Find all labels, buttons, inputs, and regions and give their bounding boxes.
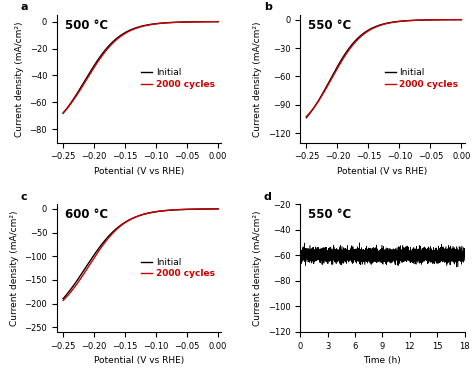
Y-axis label: Current density (mA/cm²): Current density (mA/cm²) bbox=[253, 210, 262, 326]
2000 cycles bbox=[88, 261, 93, 266]
Initial bbox=[164, 208, 170, 213]
X-axis label: Time (h): Time (h) bbox=[364, 356, 401, 365]
Initial bbox=[343, 50, 349, 54]
2000 cycles bbox=[177, 207, 182, 212]
2000 cycles bbox=[100, 243, 106, 247]
2000 cycles bbox=[164, 208, 170, 213]
2000 cycles bbox=[303, 115, 309, 119]
2000 cycles bbox=[60, 111, 66, 115]
Initial bbox=[100, 241, 106, 245]
Y-axis label: Current density (mA/cm²): Current density (mA/cm²) bbox=[10, 210, 19, 326]
Initial bbox=[60, 297, 66, 301]
Text: 500 °C: 500 °C bbox=[65, 19, 108, 32]
Line: 2000 cycles: 2000 cycles bbox=[306, 20, 461, 117]
Text: 550 °C: 550 °C bbox=[309, 19, 352, 32]
Initial bbox=[152, 22, 157, 26]
Legend: Initial, 2000 cycles: Initial, 2000 cycles bbox=[140, 67, 217, 91]
2000 cycles bbox=[164, 21, 170, 25]
Initial bbox=[458, 18, 464, 22]
Line: Initial: Initial bbox=[63, 209, 218, 299]
Initial bbox=[164, 21, 170, 25]
Initial bbox=[177, 207, 182, 212]
Y-axis label: Current density (mA/cm²): Current density (mA/cm²) bbox=[253, 21, 262, 137]
Line: Initial: Initial bbox=[63, 22, 218, 113]
2000 cycles bbox=[60, 298, 66, 303]
Initial bbox=[215, 19, 221, 24]
2000 cycles bbox=[215, 207, 221, 211]
Initial bbox=[60, 111, 66, 115]
Legend: Initial, 2000 cycles: Initial, 2000 cycles bbox=[140, 256, 217, 280]
2000 cycles bbox=[130, 27, 136, 32]
Initial bbox=[420, 18, 426, 22]
Text: c: c bbox=[21, 192, 27, 201]
2000 cycles bbox=[420, 18, 426, 22]
Text: d: d bbox=[264, 192, 272, 201]
Line: Initial: Initial bbox=[306, 20, 461, 118]
Text: b: b bbox=[264, 2, 272, 12]
2000 cycles bbox=[177, 20, 182, 24]
Text: 600 °C: 600 °C bbox=[65, 208, 108, 221]
2000 cycles bbox=[152, 210, 157, 214]
Initial bbox=[100, 51, 106, 55]
Text: a: a bbox=[21, 2, 28, 12]
Initial bbox=[395, 19, 401, 24]
2000 cycles bbox=[88, 71, 93, 75]
Line: 2000 cycles: 2000 cycles bbox=[63, 209, 218, 300]
Initial bbox=[88, 69, 93, 73]
2000 cycles bbox=[395, 19, 401, 24]
Initial bbox=[130, 216, 136, 220]
Initial bbox=[177, 20, 182, 24]
X-axis label: Potential (V vs RHE): Potential (V vs RHE) bbox=[337, 167, 428, 176]
Initial bbox=[407, 18, 413, 23]
X-axis label: Potential (V vs RHE): Potential (V vs RHE) bbox=[94, 356, 184, 365]
Initial bbox=[374, 24, 379, 28]
Line: 2000 cycles: 2000 cycles bbox=[63, 22, 218, 113]
Legend: Initial, 2000 cycles: Initial, 2000 cycles bbox=[383, 67, 460, 91]
Initial bbox=[88, 258, 93, 262]
2000 cycles bbox=[374, 25, 379, 29]
Initial bbox=[130, 26, 136, 31]
Initial bbox=[303, 116, 309, 120]
2000 cycles bbox=[100, 52, 106, 57]
Initial bbox=[331, 71, 337, 75]
2000 cycles bbox=[458, 18, 464, 22]
X-axis label: Potential (V vs RHE): Potential (V vs RHE) bbox=[94, 167, 184, 176]
2000 cycles bbox=[130, 216, 136, 220]
2000 cycles bbox=[152, 22, 157, 26]
Text: 550 °C: 550 °C bbox=[309, 208, 352, 221]
Initial bbox=[152, 210, 157, 214]
2000 cycles bbox=[215, 19, 221, 24]
Y-axis label: Current density (mA/cm²): Current density (mA/cm²) bbox=[15, 21, 24, 137]
2000 cycles bbox=[343, 52, 349, 56]
Initial bbox=[215, 207, 221, 211]
2000 cycles bbox=[407, 18, 413, 23]
2000 cycles bbox=[331, 72, 337, 77]
